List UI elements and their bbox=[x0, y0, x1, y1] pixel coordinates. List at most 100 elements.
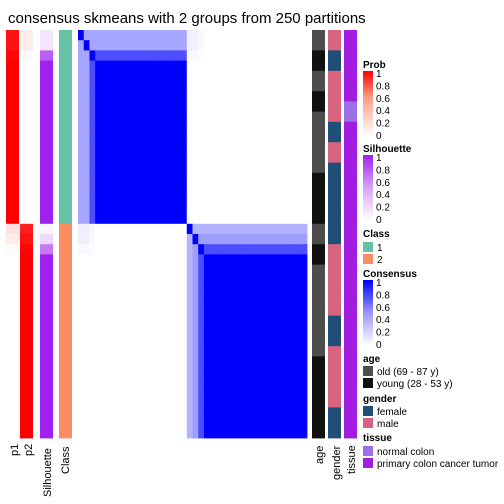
consensus-cell bbox=[284, 376, 291, 388]
consensus-cell bbox=[112, 223, 119, 235]
consensus-cell bbox=[301, 234, 308, 245]
consensus-cell bbox=[261, 203, 268, 214]
consensus-cell bbox=[232, 366, 239, 378]
consensus-cell bbox=[135, 40, 142, 51]
consensus-cell bbox=[203, 121, 211, 133]
silhouette-cell bbox=[40, 111, 53, 123]
consensus-cell bbox=[221, 40, 228, 51]
consensus-cell bbox=[221, 336, 228, 347]
consensus-cell bbox=[261, 356, 268, 367]
silhouette-cell bbox=[40, 315, 53, 327]
consensus-cell bbox=[158, 91, 165, 102]
consensus-cell bbox=[244, 346, 251, 357]
consensus-cell bbox=[106, 274, 113, 286]
consensus-cell bbox=[95, 81, 102, 92]
consensus-cell bbox=[198, 50, 205, 61]
age-cell bbox=[312, 254, 325, 265]
consensus-cell bbox=[169, 244, 176, 255]
consensus-cell bbox=[158, 427, 165, 439]
consensus-cell bbox=[232, 183, 239, 194]
consensus-cell bbox=[152, 223, 159, 235]
consensus-cell bbox=[198, 121, 205, 133]
consensus-cell bbox=[203, 397, 211, 408]
consensus-cell bbox=[203, 60, 211, 72]
gender-cell bbox=[328, 356, 341, 367]
legend-class-swatch-2 bbox=[363, 254, 373, 264]
consensus-cell bbox=[278, 336, 285, 347]
consensus-cell bbox=[284, 111, 291, 123]
consensus-cell bbox=[89, 366, 96, 378]
silhouette-cell bbox=[40, 264, 53, 276]
consensus-cell bbox=[261, 70, 268, 82]
consensus-cell bbox=[255, 30, 262, 41]
consensus-cell bbox=[272, 172, 279, 184]
consensus-cell bbox=[186, 325, 193, 337]
consensus-cell bbox=[284, 30, 291, 41]
consensus-cell bbox=[198, 366, 205, 378]
consensus-cell bbox=[261, 91, 268, 102]
p2-cell bbox=[20, 336, 33, 347]
consensus-cell bbox=[272, 142, 279, 153]
consensus-cell bbox=[215, 234, 222, 245]
consensus-cell bbox=[83, 40, 90, 51]
tissue-cell bbox=[344, 315, 357, 327]
gender-cell bbox=[328, 346, 341, 357]
consensus-cell bbox=[266, 101, 274, 112]
p2-cell bbox=[20, 91, 33, 102]
consensus-cell bbox=[169, 285, 176, 296]
consensus-cell bbox=[152, 346, 159, 357]
gender-cell bbox=[328, 70, 341, 82]
consensus-cell bbox=[95, 427, 102, 439]
consensus-cell bbox=[152, 70, 159, 82]
tissue-cell bbox=[344, 376, 357, 388]
age-cell bbox=[312, 132, 325, 143]
consensus-cell bbox=[221, 366, 228, 378]
consensus-cell bbox=[232, 121, 239, 133]
p1-cell bbox=[6, 162, 19, 174]
consensus-cell bbox=[181, 70, 188, 82]
consensus-cell bbox=[106, 285, 113, 296]
consensus-cell bbox=[289, 264, 296, 276]
consensus-cell bbox=[135, 254, 142, 265]
p2-cell bbox=[20, 356, 33, 367]
consensus-cell bbox=[203, 81, 211, 92]
consensus-cell bbox=[249, 152, 256, 163]
consensus-cell bbox=[78, 121, 85, 133]
consensus-cell bbox=[301, 325, 308, 337]
consensus-cell bbox=[146, 121, 153, 133]
gender-cell bbox=[328, 407, 341, 418]
consensus-cell bbox=[175, 203, 182, 214]
tissue-cell bbox=[344, 162, 357, 174]
consensus-cell bbox=[255, 274, 262, 286]
consensus-cell bbox=[152, 417, 159, 429]
consensus-cell bbox=[163, 101, 170, 112]
consensus-cell bbox=[106, 234, 113, 245]
consensus-cell bbox=[266, 81, 274, 92]
consensus-cell bbox=[181, 356, 188, 367]
consensus-cell bbox=[272, 40, 279, 51]
consensus-cell bbox=[284, 121, 291, 133]
consensus-cell bbox=[301, 376, 308, 388]
consensus-cell bbox=[226, 183, 233, 194]
consensus-cell bbox=[118, 213, 125, 225]
consensus-cell bbox=[112, 366, 119, 378]
consensus-cell bbox=[266, 203, 274, 214]
legend-tissue-label-normal: normal colon bbox=[377, 447, 434, 458]
consensus-cell bbox=[140, 274, 148, 286]
p1-cell bbox=[6, 366, 19, 378]
consensus-cell bbox=[112, 376, 119, 388]
consensus-cell bbox=[175, 70, 182, 82]
consensus-cell bbox=[284, 336, 291, 347]
consensus-cell bbox=[83, 366, 90, 378]
consensus-cell bbox=[249, 193, 256, 204]
consensus-cell bbox=[186, 50, 193, 61]
consensus-cell bbox=[209, 183, 216, 194]
consensus-cell bbox=[152, 264, 159, 276]
consensus-cell bbox=[244, 183, 251, 194]
consensus-cell bbox=[226, 397, 233, 408]
p1-cell bbox=[6, 172, 19, 184]
consensus-cell bbox=[232, 336, 239, 347]
consensus-cell bbox=[249, 81, 256, 92]
consensus-cell bbox=[284, 366, 291, 378]
consensus-cell bbox=[181, 40, 188, 51]
